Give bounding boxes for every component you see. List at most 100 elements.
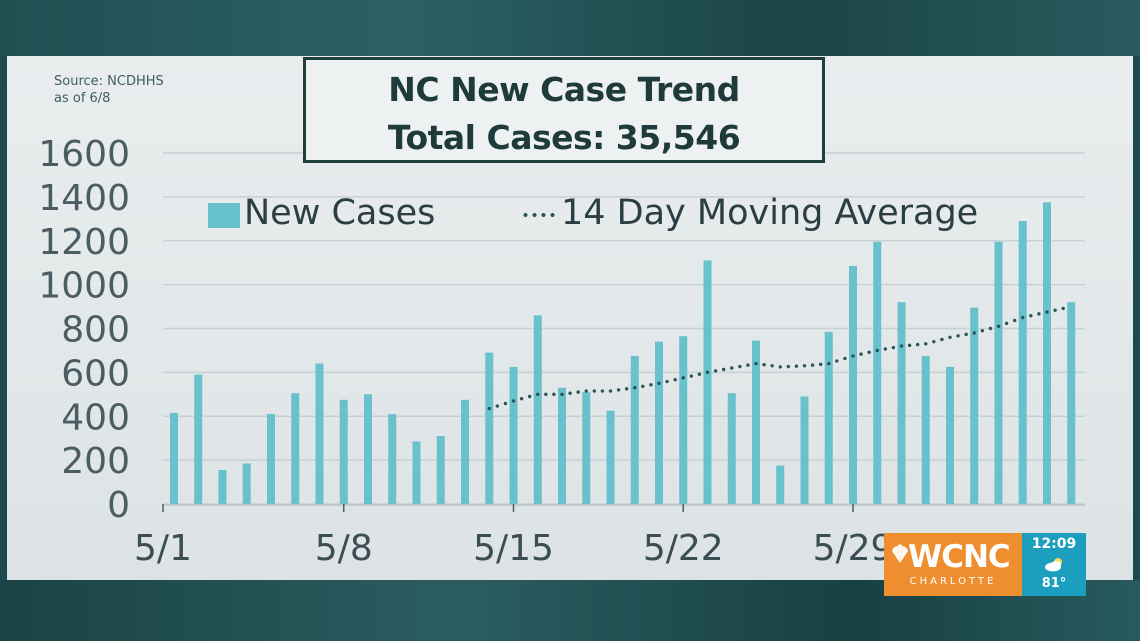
bar-5/20 — [630, 355, 639, 504]
clock-time: 12:09 — [1031, 536, 1077, 552]
average-dot — [948, 335, 952, 339]
bar-5/4 — [242, 463, 251, 504]
average-dot — [972, 331, 976, 335]
average-dot — [584, 389, 588, 393]
y-tick-label: 1000 — [38, 266, 130, 307]
legend-new-cases: New Cases — [244, 193, 436, 233]
average-dot — [697, 372, 702, 376]
average-dot — [527, 394, 532, 399]
legend-dotted-swatch — [521, 213, 555, 217]
logo-text: WCNC — [908, 539, 1011, 575]
average-dot — [1029, 314, 1033, 318]
average-dot — [851, 354, 855, 358]
average-dot — [899, 344, 904, 348]
average-dot — [689, 374, 694, 378]
average-dot — [883, 347, 888, 351]
average-dot — [964, 332, 968, 337]
average-dot — [827, 361, 831, 366]
y-tick-label: 0 — [107, 485, 130, 526]
average-dot — [762, 362, 766, 367]
average-dot — [544, 392, 548, 397]
bar-5/18 — [582, 392, 591, 504]
average-dot — [1021, 315, 1025, 320]
bar-6/7 — [1067, 302, 1076, 504]
average-dot — [487, 406, 491, 411]
bar-5/11 — [412, 441, 421, 504]
station-logo: WCNC CHARLOTTE — [884, 533, 1022, 596]
average-dot — [665, 379, 669, 384]
average-dot — [996, 324, 1001, 329]
bar-5/6 — [291, 393, 300, 504]
as-of-line: as of 6/8 — [54, 91, 111, 106]
y-tick-label: 1400 — [38, 178, 130, 219]
title-box: NC New Case Trend Total Cases: 35,546 — [303, 57, 825, 163]
bar-5/16 — [533, 315, 542, 504]
x-tick-label: 5/15 — [473, 528, 554, 569]
average-dot — [980, 328, 985, 333]
temperature: 81° — [1041, 576, 1067, 591]
bar-5/27 — [800, 396, 809, 504]
bar-5/13 — [461, 399, 469, 504]
average-dot — [633, 386, 637, 390]
bar-6/1 — [921, 355, 930, 504]
bar-5/25 — [752, 340, 760, 504]
bar-6/6 — [1043, 202, 1051, 504]
average-dot — [875, 348, 879, 353]
bar-5/5 — [267, 414, 275, 504]
average-dot — [818, 362, 823, 367]
source-note: Source: NCDHHS as of 6/8 — [54, 73, 214, 107]
x-tick-label: 5/22 — [643, 528, 724, 569]
average-dot — [988, 326, 993, 331]
y-tick-label: 400 — [61, 397, 130, 438]
average-dot — [835, 359, 839, 363]
x-tick-label: 5/29 — [813, 528, 894, 569]
average-dot — [924, 342, 928, 346]
bar-5/2 — [194, 374, 203, 504]
average-dot — [721, 367, 726, 372]
bar-5/24 — [727, 393, 736, 504]
bar-5/28 — [824, 331, 833, 504]
bar-6/2 — [946, 366, 954, 504]
average-dot — [843, 356, 847, 361]
average-dot — [649, 383, 653, 387]
average-dot — [1061, 306, 1065, 311]
y-tick-label: 1600 — [38, 134, 130, 175]
average-dot — [730, 366, 734, 370]
bar-5/29 — [849, 265, 857, 504]
average-dot — [592, 389, 597, 393]
average-dot — [495, 404, 500, 408]
bar-5/31 — [897, 302, 906, 504]
average-dot — [608, 389, 613, 393]
average-dot — [956, 334, 960, 338]
bar-5/30 — [873, 241, 882, 505]
source-line: Source: NCDHHS — [54, 74, 164, 89]
x-axis: 5/1 5/8 5/15 5/22 5/29 — [134, 504, 1085, 569]
moving-average-line — [487, 306, 1065, 411]
logo-subtext: CHARLOTTE — [909, 576, 997, 587]
bar-5/15 — [509, 366, 518, 504]
average-dot — [932, 339, 936, 344]
average-dot — [681, 376, 685, 380]
average-dot — [802, 364, 807, 368]
bar-5/26 — [776, 465, 785, 504]
average-dot — [915, 342, 920, 347]
average-dot — [673, 377, 677, 382]
bar-5/8 — [339, 399, 348, 504]
average-dot — [786, 364, 791, 369]
average-dot — [1053, 308, 1057, 312]
bar-5/17 — [558, 387, 566, 504]
average-dot — [810, 363, 815, 367]
average-dot — [576, 390, 580, 394]
bar-5/23 — [703, 260, 712, 504]
average-dot — [867, 350, 871, 354]
average-dot — [859, 352, 863, 356]
partly-cloudy-icon — [1045, 558, 1062, 572]
average-dot — [624, 387, 629, 391]
y-tick-label: 1200 — [38, 222, 130, 263]
bar-6/3 — [970, 307, 979, 504]
average-dot — [657, 381, 661, 386]
background-top — [0, 0, 1140, 56]
bar-5/21 — [655, 341, 663, 504]
